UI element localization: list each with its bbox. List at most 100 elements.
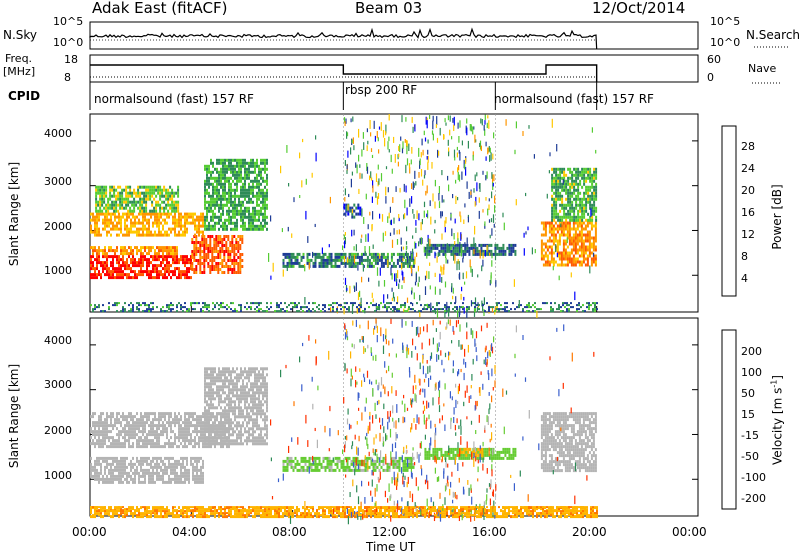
scatter-cell [99, 206, 102, 210]
ground-cell [430, 308, 432, 311]
scatter-cell [94, 273, 96, 277]
scatter-cell [90, 255, 92, 259]
ground-cell [534, 310, 536, 313]
scatter-cell [170, 415, 172, 419]
scatter-cell [144, 255, 146, 259]
scatter-cell [565, 218, 568, 222]
scatter-cell [162, 459, 164, 463]
scatter-cell [106, 459, 108, 463]
ground-cell [288, 304, 290, 307]
scatter-cell [106, 474, 108, 478]
scatter-cell [581, 206, 584, 210]
scatter-cell [456, 243, 459, 247]
scatter-cell [206, 424, 208, 428]
scatter-cell [573, 209, 576, 213]
scatter-cell [178, 215, 180, 219]
scatter-cell [132, 480, 134, 484]
scatter-cell [172, 215, 174, 219]
ground-cell [506, 310, 508, 313]
scatter-cell [201, 238, 204, 241]
scatter-cell [390, 264, 393, 268]
ground-cell [144, 302, 146, 305]
scatter-cell [126, 261, 128, 265]
scatter-cell [95, 191, 98, 195]
scatter-cell [146, 415, 148, 419]
noise-panel-frame [89, 21, 699, 50]
noise-cell [466, 237, 468, 244]
noise-cell [379, 213, 381, 219]
scatter-cell [128, 267, 130, 271]
noise-cell [360, 238, 362, 243]
noise-cell [487, 208, 489, 216]
scatter-cell [117, 194, 120, 198]
scatter-cell [228, 215, 230, 219]
scatter-cell [221, 241, 224, 244]
scatter-cell [561, 200, 564, 204]
scatter-cell [237, 256, 240, 259]
scatter-cell [145, 197, 148, 201]
scatter-cell [595, 194, 598, 198]
scatter-cell [248, 218, 250, 222]
ground-cell [352, 302, 354, 305]
scatter-cell [116, 442, 118, 446]
scatter-cell [593, 170, 596, 174]
scatter-cell [131, 194, 134, 198]
scatter-cell [124, 249, 126, 253]
scatter-cell [140, 412, 142, 416]
noise-cell [419, 294, 421, 301]
scatter-cell [180, 233, 182, 237]
scatter-cell [244, 227, 246, 231]
scatter-cell [126, 267, 128, 271]
scatter-cell [174, 227, 176, 231]
scatter-cell [224, 173, 226, 177]
scatter-cell [542, 248, 545, 252]
scatter-cell [238, 164, 240, 168]
scatter-cell [114, 465, 116, 469]
scatter-cell [221, 250, 224, 253]
scatter-cell [120, 258, 122, 262]
scatter-cell [215, 241, 218, 244]
scatter-cell [112, 221, 114, 225]
scatter-cell [190, 421, 192, 425]
scatter-cell [563, 188, 566, 192]
scatter-cell [150, 233, 152, 237]
scatter-cell [148, 258, 150, 262]
scatter-cell [174, 436, 176, 440]
scatter-cell [238, 176, 240, 180]
scatter-cell [553, 218, 556, 222]
scatter-cell [330, 264, 333, 268]
scatter-cell [149, 194, 152, 198]
scatter-cell [454, 252, 457, 256]
scatter-cell [177, 203, 180, 207]
scatter-cell [223, 256, 226, 259]
scatter-cell [196, 424, 198, 428]
scatter-cell [170, 468, 172, 472]
noise-cell [385, 131, 387, 136]
noise-cell [390, 267, 392, 276]
scatter-cell [562, 242, 565, 246]
ground-cell [292, 302, 294, 305]
scatter-cell [264, 203, 266, 207]
scatter-cell [148, 273, 150, 277]
scatter-cell [94, 227, 96, 231]
scatter-cell [103, 206, 106, 210]
scatter-cell [208, 227, 210, 231]
scatter-cell [574, 260, 577, 264]
noise-cell [350, 147, 352, 155]
scatter-cell [542, 242, 545, 246]
scatter-cell [142, 264, 144, 268]
scatter-cell [156, 276, 158, 280]
scatter-cell [576, 248, 579, 252]
scatter-cell [508, 243, 511, 247]
scatter-cell [224, 203, 226, 207]
scatter-cell [178, 261, 180, 265]
scatter-cell [224, 170, 226, 174]
scatter-cell [174, 462, 176, 466]
scatter-cell [192, 468, 194, 472]
scatter-cell [306, 261, 309, 265]
scatter-cell [544, 230, 547, 234]
scatter-cell [162, 424, 164, 428]
scatter-cell [150, 474, 152, 478]
ground-cell [502, 308, 504, 311]
scatter-cell [201, 250, 204, 253]
